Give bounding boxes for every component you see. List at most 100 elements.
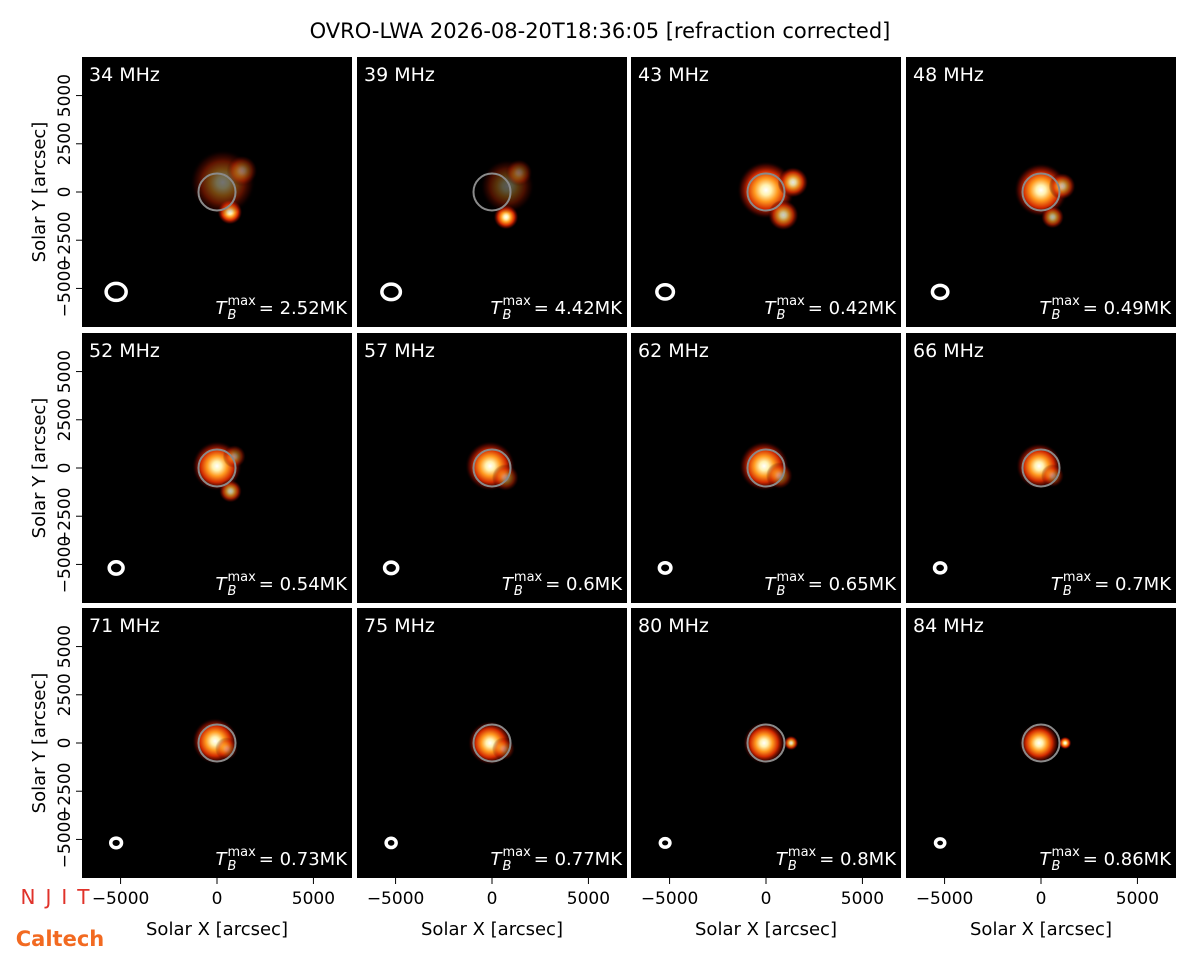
panel [357,608,627,878]
beam [107,559,125,576]
x-tick-label: 0 [487,889,498,909]
x-tick-label: 0 [761,889,772,909]
emission-source [767,199,799,231]
solar-disk [197,723,237,763]
tb-superscript: max [227,294,256,309]
x-tick-label: 5000 [1116,889,1159,909]
panel [82,608,352,878]
panel [906,608,1176,878]
emission-source [783,735,799,751]
tb-subscript: B [502,308,511,323]
y-tick-label: 5000 [55,625,75,668]
tb-symbol: T [215,298,228,319]
beam [933,837,947,849]
frequency-label: 66 MHz [913,340,984,362]
panel [357,333,627,603]
tb-max-value: = 0.65MK [808,574,897,595]
solar-disk [746,448,786,488]
y-axis-label: Solar Y [arcsec] [29,398,50,539]
tb-max-value: = 2.52MK [259,298,348,319]
x-axis-label: Solar X [arcsec] [146,919,288,940]
tb-superscript: max [514,570,543,585]
y-tick-label: 0 [55,463,75,474]
y-axis-label: Solar Y [arcsec] [29,673,50,814]
solar-disk [472,448,512,488]
frequency-label: 57 MHz [364,340,435,362]
tb-subscript: B [1063,584,1072,599]
frequency-label: 39 MHz [364,64,435,86]
panel [82,333,352,603]
frequency-label: 62 MHz [638,340,709,362]
beam [932,561,948,575]
solar-disk [197,448,237,488]
emission-source [218,479,243,503]
tb-symbol: T [502,574,515,595]
beam [384,836,398,850]
solar-disk [197,172,237,212]
tb-symbol: T [490,849,503,870]
y-tick-label: −5000 [55,811,75,869]
y-axis-label: Solar Y [arcsec] [29,122,50,263]
tb-max-value: = 0.77MK [534,849,623,870]
panel [631,333,901,603]
tb-symbol: T [764,298,777,319]
tb-superscript: max [502,845,531,860]
tb-subscript: B [1051,859,1060,874]
emission-source [222,444,246,468]
y-tick-label: 5000 [55,350,75,393]
tb-superscript: max [1051,294,1080,309]
y-tick-label: −5000 [55,536,75,594]
logo-caltech: Caltech [16,927,104,951]
chart-title: OVRO-LWA 2026-08-20T18:36:05 [refraction… [310,19,891,43]
tb-subscript: B [776,584,785,599]
frequency-label: 71 MHz [89,615,160,637]
solar-disk [746,172,786,212]
frequency-label: 84 MHz [913,615,984,637]
tb-max-value: = 0.49MK [1083,298,1172,319]
tb-subscript: B [514,584,523,599]
tb-max-value: = 0.7MK [1094,574,1172,595]
panel [631,57,901,327]
solar-disk [746,723,786,763]
tb-symbol: T [776,849,789,870]
tb-subscript: B [1051,308,1060,323]
x-axis-label: Solar X [arcsec] [970,919,1112,940]
tb-symbol: T [764,574,777,595]
x-axis-label: Solar X [arcsec] [695,919,837,940]
solar-disk [472,172,512,212]
frequency-label: 52 MHz [89,340,160,362]
x-tick-label: 5000 [292,889,335,909]
x-axis-label: Solar X [arcsec] [421,919,563,940]
emission-source [742,721,786,765]
tb-subscript: B [502,859,511,874]
tb-superscript: max [788,845,817,860]
panel [906,57,1176,327]
tb-subscript: B [227,859,236,874]
y-tick-label: 2500 [55,122,75,165]
tb-symbol: T [215,849,228,870]
tb-superscript: max [502,294,531,309]
tb-superscript: max [776,570,805,585]
tb-symbol: T [1039,298,1052,319]
panel [906,333,1176,603]
y-tick-label: 2500 [55,673,75,716]
emission-source [1018,722,1060,764]
beam [382,560,400,576]
panel [631,608,901,878]
solar-disk [1021,723,1061,763]
y-tick-label: 0 [55,187,75,198]
frequency-label: 43 MHz [638,64,709,86]
emission-source [492,737,516,761]
tb-symbol: T [215,574,228,595]
tb-max-value: = 0.42MK [808,298,897,319]
beam [658,836,672,849]
beam [930,283,950,301]
tb-superscript: max [1063,570,1092,585]
tb-superscript: max [227,845,256,860]
emission-source [1041,464,1065,488]
x-tick-label: 0 [1036,889,1047,909]
tb-symbol: T [1051,574,1064,595]
y-tick-label: −2500 [55,762,75,820]
tb-symbol: T [490,298,503,319]
beam [104,281,128,303]
